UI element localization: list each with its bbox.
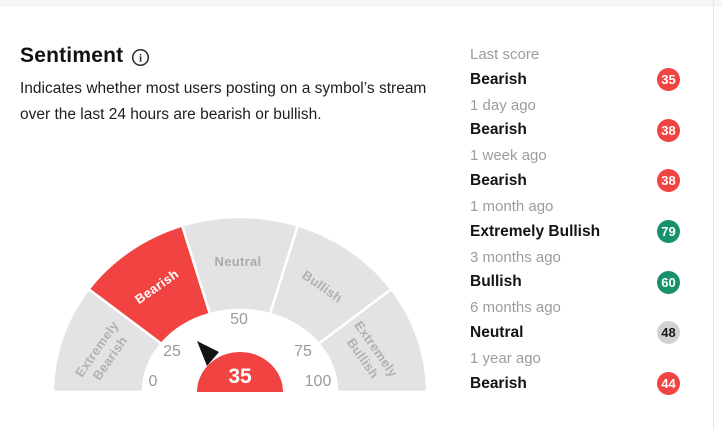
panel-divider [713,0,714,430]
gauge-segment-extremely-bullish [316,287,429,394]
list-item: Last score Bearish 35 [470,45,680,91]
history-period: Last score [470,46,540,63]
score-badge: 79 [657,220,680,244]
list-item: 1 month ago Extremely Bullish 79 [470,197,680,244]
svg-text:i: i [139,52,142,64]
list-item: 1 week ago Bearish 38 [470,146,680,193]
history-period: 1 month ago [470,198,554,216]
list-item: 1 year ago Bearish 44 [470,349,680,396]
score-badge: 48 [657,321,680,345]
gauge-needle-icon [197,341,219,366]
gauge-tick-50: 50 [230,311,248,328]
history-sentiment: Bullish [470,273,522,291]
history-period: 1 week ago [470,147,547,165]
top-strip [0,0,722,6]
score-badge: 38 [657,118,680,142]
score-badge: 38 [657,169,680,193]
score-badge: 60 [657,270,680,294]
history-period: 1 day ago [470,96,536,114]
gauge-tick-0: 0 [148,373,158,390]
list-item: 3 months ago Bullish 60 [470,248,680,294]
header: Sentiment i Indicates whether most users… [20,44,470,128]
history-period: 6 months ago [470,299,561,317]
history-sentiment: Bearish [470,70,527,88]
history-sentiment: Bearish [470,121,527,139]
description: Indicates whether most users posting on … [20,80,427,123]
score-badge: 44 [657,372,680,396]
gauge-hub [197,352,283,392]
score-badge: 35 [657,68,680,91]
gauge-tick-75: 75 [294,343,312,360]
history-sentiment: Bearish [470,374,527,392]
sentiment-history-list: Last score Bearish 35 1 day ago Bearish … [470,45,680,400]
history-sentiment: Extremely Bullish [470,222,601,240]
gauge-tick-100: 100 [304,373,332,390]
history-period: 3 months ago [470,248,561,266]
list-item: 6 months ago Neutral 48 [470,298,680,345]
segment-label-neutral: Neutral [214,253,262,269]
gauge-tick-25: 25 [163,343,181,360]
history-sentiment: Neutral [470,323,524,341]
history-period: 1 year ago [470,350,541,368]
history-sentiment: Bearish [470,171,527,189]
page-title: Sentiment [20,44,124,67]
list-item: 1 day ago Bearish 38 [470,96,680,142]
info-icon[interactable]: i [131,48,150,67]
gauge-value: 35 [228,365,252,388]
